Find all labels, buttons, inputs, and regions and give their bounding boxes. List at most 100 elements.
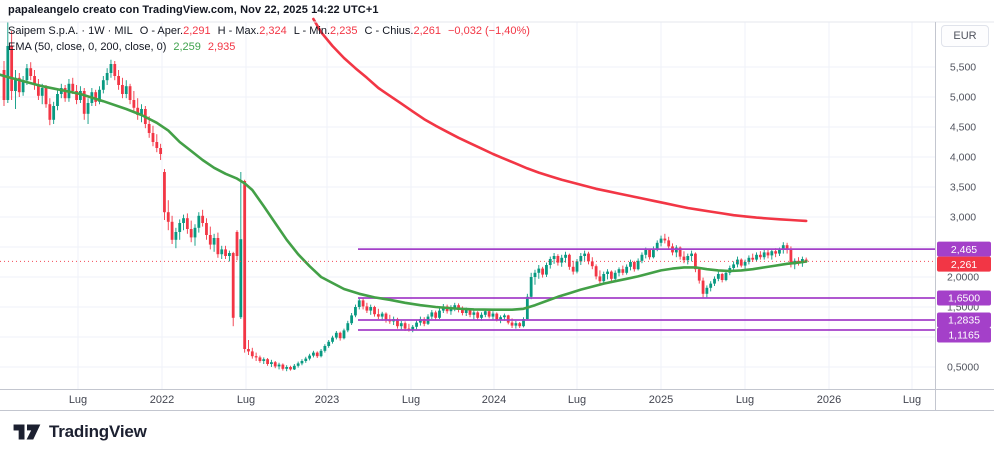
price-tick-label[interactable]: 2,0000 (947, 272, 979, 284)
candle-body (678, 247, 682, 257)
candle-body (254, 356, 258, 358)
level-price-badge-text: 2,465 (951, 244, 977, 256)
candle-body (342, 330, 346, 339)
candle-body (94, 92, 98, 102)
ohlc-high: H - Max. 2,324 (217, 25, 287, 37)
candle-body (789, 250, 793, 265)
candle-body (736, 259, 739, 265)
candle-body (109, 64, 113, 73)
ema-50-line (0, 73, 808, 311)
last-price-badge-text: 2,261 (951, 259, 977, 271)
time-axis-label[interactable]: 2022 (150, 394, 174, 406)
candle-body (701, 280, 705, 294)
candle-body (472, 312, 476, 315)
candle-body (438, 310, 441, 318)
price-tick-label[interactable]: 3,000 (950, 212, 976, 224)
ohlc-low: L - Min. 2,235 (293, 25, 358, 37)
candle-body (747, 257, 751, 262)
candle-body (785, 245, 789, 250)
candle-body (304, 358, 308, 361)
time-axis-label[interactable]: 2025 (649, 394, 673, 406)
time-axis-label[interactable]: 2026 (817, 394, 841, 406)
candle-body (216, 238, 220, 255)
candle-body (166, 212, 170, 222)
candle-body (334, 332, 338, 338)
candle-body (346, 323, 350, 331)
candle-body (285, 367, 289, 369)
candle-body (403, 323, 407, 329)
candle-body (174, 232, 178, 240)
level-price-badge (937, 241, 991, 257)
price-tick-label[interactable]: 3,500 (950, 182, 976, 194)
candle-body (258, 357, 262, 361)
legend-symbol-row[interactable]: Saipem S.p.A. · 1W · MIL O - Aper. 2,291 … (8, 24, 530, 39)
candle-body (613, 272, 617, 279)
legend-indicator-row[interactable]: EMA (50, close, 0, 200, close, 0) 2,259 … (8, 40, 530, 55)
candle-body (781, 245, 785, 250)
time-axis-label[interactable]: Lug (568, 394, 586, 406)
level-price-badge (937, 290, 991, 306)
candle-body (327, 341, 331, 346)
candle-body (415, 322, 418, 327)
time-axis-label[interactable]: Lug (69, 394, 87, 406)
candle-body (514, 323, 518, 326)
candle-body (464, 309, 468, 313)
candle-body (338, 332, 342, 339)
time-axis-label[interactable]: Lug (736, 394, 754, 406)
candle-body (365, 306, 369, 311)
candle-body (266, 359, 269, 364)
tradingview-logo-text: TradingView (49, 422, 147, 441)
candle-body (510, 322, 514, 326)
candle-body (430, 312, 434, 317)
price-tick-label[interactable]: 4,000 (950, 152, 976, 164)
price-tick-label[interactable]: 5,500 (950, 62, 976, 74)
candle-body (560, 257, 564, 263)
indicator-title[interactable]: EMA (50, close, 0, 200, close, 0) (8, 41, 167, 53)
candle-body (33, 76, 36, 85)
candle-body (63, 88, 67, 99)
candle-body (667, 240, 671, 247)
candle-body (487, 311, 491, 317)
candle-body (281, 364, 285, 369)
time-axis-label[interactable]: Lug (903, 394, 921, 406)
candle-body (331, 337, 334, 342)
currency-button[interactable]: EUR (941, 25, 989, 47)
candle-body (2, 70, 6, 100)
candle-body (697, 269, 701, 281)
candle-body (136, 107, 140, 115)
candle-body (621, 269, 625, 273)
candle-body (117, 76, 120, 85)
candle-body (552, 256, 556, 259)
time-axis-label[interactable]: 2023 (315, 394, 339, 406)
time-axis-label[interactable]: 2024 (482, 394, 506, 406)
time-axis-label[interactable]: Lug (402, 394, 420, 406)
candle-body (380, 313, 384, 317)
tradingview-logo[interactable]: TradingView (12, 421, 147, 443)
level-price-badge-text: 1,1165 (948, 330, 979, 342)
candle-body (300, 361, 304, 364)
candle-body (564, 254, 567, 258)
candle-body (506, 315, 510, 323)
candle-body (296, 363, 300, 366)
price-tick-label[interactable]: 4,500 (950, 122, 976, 134)
candle-body (208, 235, 212, 245)
candle-body (713, 278, 716, 284)
time-axis-label[interactable]: Lug (237, 394, 255, 406)
candle-body (121, 85, 124, 94)
tradingview-logo-icon (13, 424, 41, 440)
candle-body (151, 133, 155, 142)
price-tick-label[interactable]: 0,5000 (947, 362, 979, 374)
candle-body (522, 319, 525, 327)
ohlc-open: O - Aper. 2,291 (139, 25, 211, 37)
symbol-title[interactable]: Saipem S.p.A. · 1W · MIL (8, 25, 133, 37)
candle-body (739, 259, 743, 266)
candle-body (14, 77, 17, 91)
candle-body (212, 238, 216, 245)
price-tick-label[interactable]: 5,000 (950, 92, 976, 104)
candle-body (159, 148, 163, 154)
candle-body (270, 362, 273, 364)
candle-body (48, 104, 52, 120)
candle-body (529, 277, 533, 297)
